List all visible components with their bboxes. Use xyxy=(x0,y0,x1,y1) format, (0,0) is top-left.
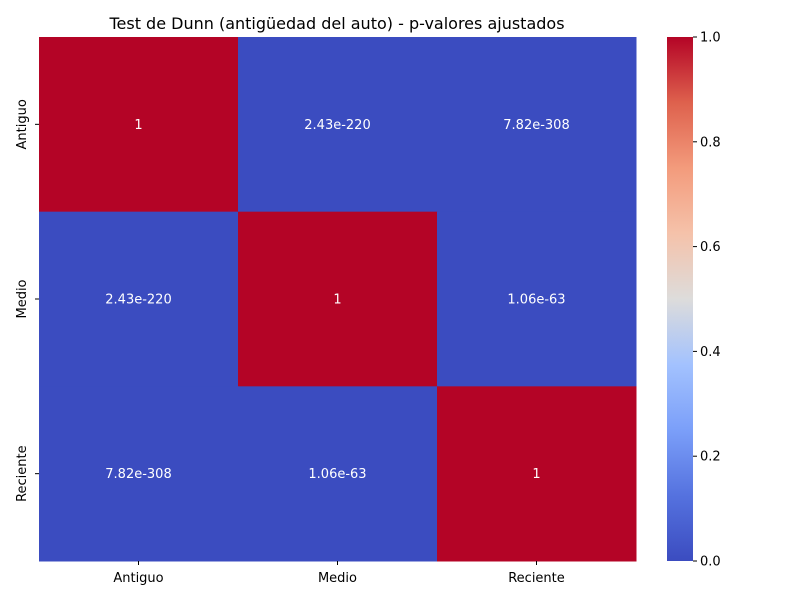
heatmap-cell xyxy=(437,211,637,387)
heatmap-cell xyxy=(39,211,239,387)
colorbar-tick-label: 0.6 xyxy=(700,240,721,255)
cell-annotation: 7.82e-308 xyxy=(105,467,171,482)
colorbar xyxy=(667,37,693,561)
y-axis: Antiguo Medio Reciente xyxy=(15,99,39,502)
cell-annotation: 1 xyxy=(333,293,341,308)
colorbar-tick-label: 0.4 xyxy=(700,345,721,360)
cell-annotation: 1.06e-63 xyxy=(507,293,565,308)
cell-annotation: 1.06e-63 xyxy=(308,467,366,482)
y-tick-label: Antiguo xyxy=(15,99,30,149)
x-tick-label: Medio xyxy=(318,571,357,586)
heatmap-cells: 1 2.43e-220 7.82e-308 2.43e-220 1 1.06e-63 7.8… xyxy=(39,37,637,562)
heatmap-cell xyxy=(437,37,637,213)
heatmap-cell xyxy=(39,37,239,213)
heatmap-cell xyxy=(238,386,438,562)
cell-annotation: 1 xyxy=(532,467,540,482)
x-tick-label: Reciente xyxy=(508,571,565,586)
x-tick-label: Antiguo xyxy=(113,571,163,586)
y-tick-label: Medio xyxy=(15,279,30,318)
colorbar-tick-label: 0.2 xyxy=(700,450,721,465)
colorbar-tick-label: 0.8 xyxy=(700,135,721,150)
cell-annotation: 7.82e-308 xyxy=(503,118,569,133)
heatmap-cell xyxy=(238,211,438,387)
chart-title: Test de Dunn (antigüedad del auto) - p-v… xyxy=(108,14,564,33)
cell-annotation: 2.43e-220 xyxy=(105,293,171,308)
heatmap-cell xyxy=(39,386,239,562)
heatmap-cell xyxy=(238,37,438,213)
colorbar-tick-label: 0.0 xyxy=(700,555,721,570)
x-axis: Antiguo Medio Reciente xyxy=(113,561,565,586)
colorbar-axis: 0.0 0.2 0.4 0.6 0.8 1.0 xyxy=(693,31,721,570)
y-tick-label: Reciente xyxy=(15,445,30,502)
colorbar-tick-label: 1.0 xyxy=(700,31,721,46)
heatmap-cell xyxy=(437,386,637,562)
cell-annotation: 1 xyxy=(134,118,142,133)
cell-annotation: 2.43e-220 xyxy=(304,118,370,133)
